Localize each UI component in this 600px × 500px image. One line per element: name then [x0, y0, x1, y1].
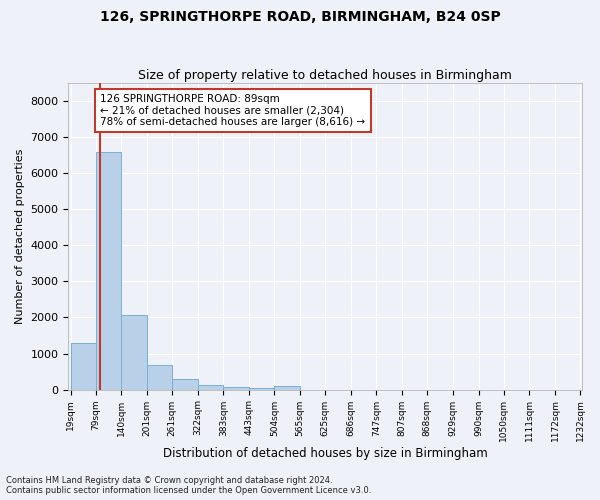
Bar — [249, 388, 274, 390]
Bar — [274, 386, 300, 390]
X-axis label: Distribution of detached houses by size in Birmingham: Distribution of detached houses by size … — [163, 447, 488, 460]
Text: 126 SPRINGTHORPE ROAD: 89sqm
← 21% of detached houses are smaller (2,304)
78% of: 126 SPRINGTHORPE ROAD: 89sqm ← 21% of de… — [100, 94, 365, 127]
Bar — [96, 152, 121, 390]
Bar — [71, 342, 96, 390]
Bar — [198, 385, 223, 390]
Bar — [147, 365, 172, 390]
Bar — [121, 316, 147, 390]
Bar — [223, 387, 249, 390]
Title: Size of property relative to detached houses in Birmingham: Size of property relative to detached ho… — [139, 69, 512, 82]
Text: Contains HM Land Registry data © Crown copyright and database right 2024.
Contai: Contains HM Land Registry data © Crown c… — [6, 476, 371, 495]
Bar — [172, 379, 198, 390]
Text: 126, SPRINGTHORPE ROAD, BIRMINGHAM, B24 0SP: 126, SPRINGTHORPE ROAD, BIRMINGHAM, B24 … — [100, 10, 500, 24]
Y-axis label: Number of detached properties: Number of detached properties — [15, 148, 25, 324]
